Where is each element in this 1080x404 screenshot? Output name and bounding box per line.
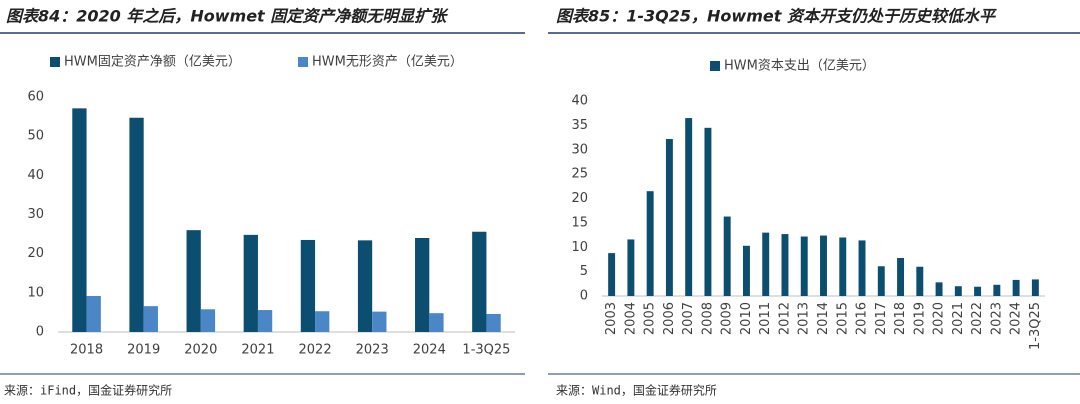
chart-title: 图表84：2020 年之后，Howmet 固定资产净额无明显扩张 <box>6 7 449 26</box>
y-tick-label: 25 <box>571 167 588 182</box>
bar <box>742 245 750 296</box>
y-tick-label: 5 <box>580 264 588 279</box>
x-tick-label: 1-3Q25 <box>1028 302 1043 350</box>
x-tick-label: 2013 <box>797 302 812 335</box>
x-tick-label: 2005 <box>643 302 658 335</box>
bar <box>415 238 430 332</box>
bar <box>723 216 731 296</box>
bar <box>646 191 654 296</box>
x-tick-label: 2023 <box>989 302 1004 335</box>
bar <box>897 257 905 296</box>
x-tick-label: 2019 <box>127 343 160 358</box>
bar <box>357 240 373 332</box>
x-tick-label: 2008 <box>700 302 715 335</box>
legend-label: HWM无形资产（亿美元） <box>312 55 463 70</box>
x-tick-label: 2014 <box>816 302 831 335</box>
bar <box>762 232 770 296</box>
x-tick-label: 2018 <box>70 343 103 358</box>
x-tick-label: 2021 <box>951 302 966 335</box>
x-tick-label: 2004 <box>623 302 638 335</box>
x-tick-label: 2009 <box>720 302 735 335</box>
bar <box>300 239 316 332</box>
x-tick-label: 2020 <box>184 343 217 358</box>
legend-label: HWM资本支出（亿美元） <box>724 59 875 74</box>
x-tick-label: 2010 <box>739 302 754 335</box>
x-tick-label: 2024 <box>413 343 446 358</box>
y-tick-label: 30 <box>571 142 588 157</box>
bar <box>72 108 87 332</box>
y-tick-label: 10 <box>571 240 588 255</box>
bar <box>372 311 387 332</box>
y-tick-label: 10 <box>27 285 44 300</box>
bar <box>627 239 635 296</box>
legend-swatch <box>50 57 60 67</box>
x-tick-label: 2011 <box>758 302 773 335</box>
bar <box>685 118 693 296</box>
y-tick-label: 35 <box>571 118 588 133</box>
x-tick-label: 2024 <box>1009 302 1024 335</box>
bar <box>186 230 201 332</box>
x-tick-label: 2015 <box>835 302 850 335</box>
bar <box>974 286 982 296</box>
y-tick-label: 0 <box>580 289 588 304</box>
x-tick-label: 2012 <box>777 302 792 335</box>
bar <box>472 231 487 332</box>
bar <box>704 127 712 296</box>
x-tick-label: 2016 <box>855 302 870 335</box>
bar <box>257 310 273 332</box>
bar <box>608 253 616 296</box>
x-tick-label: 2017 <box>874 302 889 335</box>
bar <box>429 313 444 332</box>
y-tick-label: 40 <box>27 168 44 183</box>
x-tick-label: 2021 <box>241 343 274 358</box>
bar <box>916 266 924 296</box>
bar <box>243 234 258 332</box>
bar <box>486 313 501 332</box>
y-tick-label: 50 <box>27 129 44 144</box>
legend-swatch <box>298 57 308 67</box>
bar <box>143 306 158 332</box>
bar <box>800 236 808 296</box>
x-tick-label: 2020 <box>932 302 947 335</box>
y-tick-label: 20 <box>27 246 44 261</box>
y-tick-label: 20 <box>571 191 588 206</box>
bar <box>781 234 789 296</box>
source: 来源：iFind，国金证券研究所 <box>4 383 172 398</box>
bar <box>935 282 943 296</box>
bar <box>954 286 962 296</box>
x-tick-label: 1-3Q25 <box>462 343 510 358</box>
x-tick-label: 2022 <box>970 302 985 335</box>
bar <box>200 309 216 332</box>
bar <box>1031 279 1039 296</box>
x-tick-label: 2018 <box>893 302 908 335</box>
x-tick-label: 2023 <box>356 343 389 358</box>
y-tick-label: 15 <box>571 215 588 230</box>
legend-swatch <box>710 61 720 71</box>
y-tick-label: 40 <box>571 94 588 109</box>
source: 来源：Wind，国金证券研究所 <box>556 383 717 398</box>
x-tick-label: 2007 <box>681 302 696 335</box>
x-tick-label: 2019 <box>912 302 927 335</box>
y-tick-label: 0 <box>36 325 44 340</box>
bar <box>858 240 866 296</box>
chart-title: 图表85：1-3Q25，Howmet 资本开支仍处于历史较低水平 <box>556 7 997 26</box>
y-tick-label: 30 <box>27 207 44 222</box>
x-tick-label: 2003 <box>604 302 619 335</box>
bar <box>839 237 847 296</box>
bar <box>1012 279 1020 296</box>
bar <box>665 139 673 296</box>
bar <box>820 235 827 296</box>
y-tick-label: 60 <box>27 90 44 105</box>
legend-label: HWM固定资产净额（亿美元） <box>64 55 241 70</box>
bar <box>315 311 330 332</box>
bar <box>877 266 885 296</box>
x-tick-label: 2006 <box>662 302 677 335</box>
x-tick-label: 2022 <box>299 343 332 358</box>
bar <box>993 284 1001 296</box>
bar <box>129 117 144 332</box>
bar <box>86 295 101 332</box>
